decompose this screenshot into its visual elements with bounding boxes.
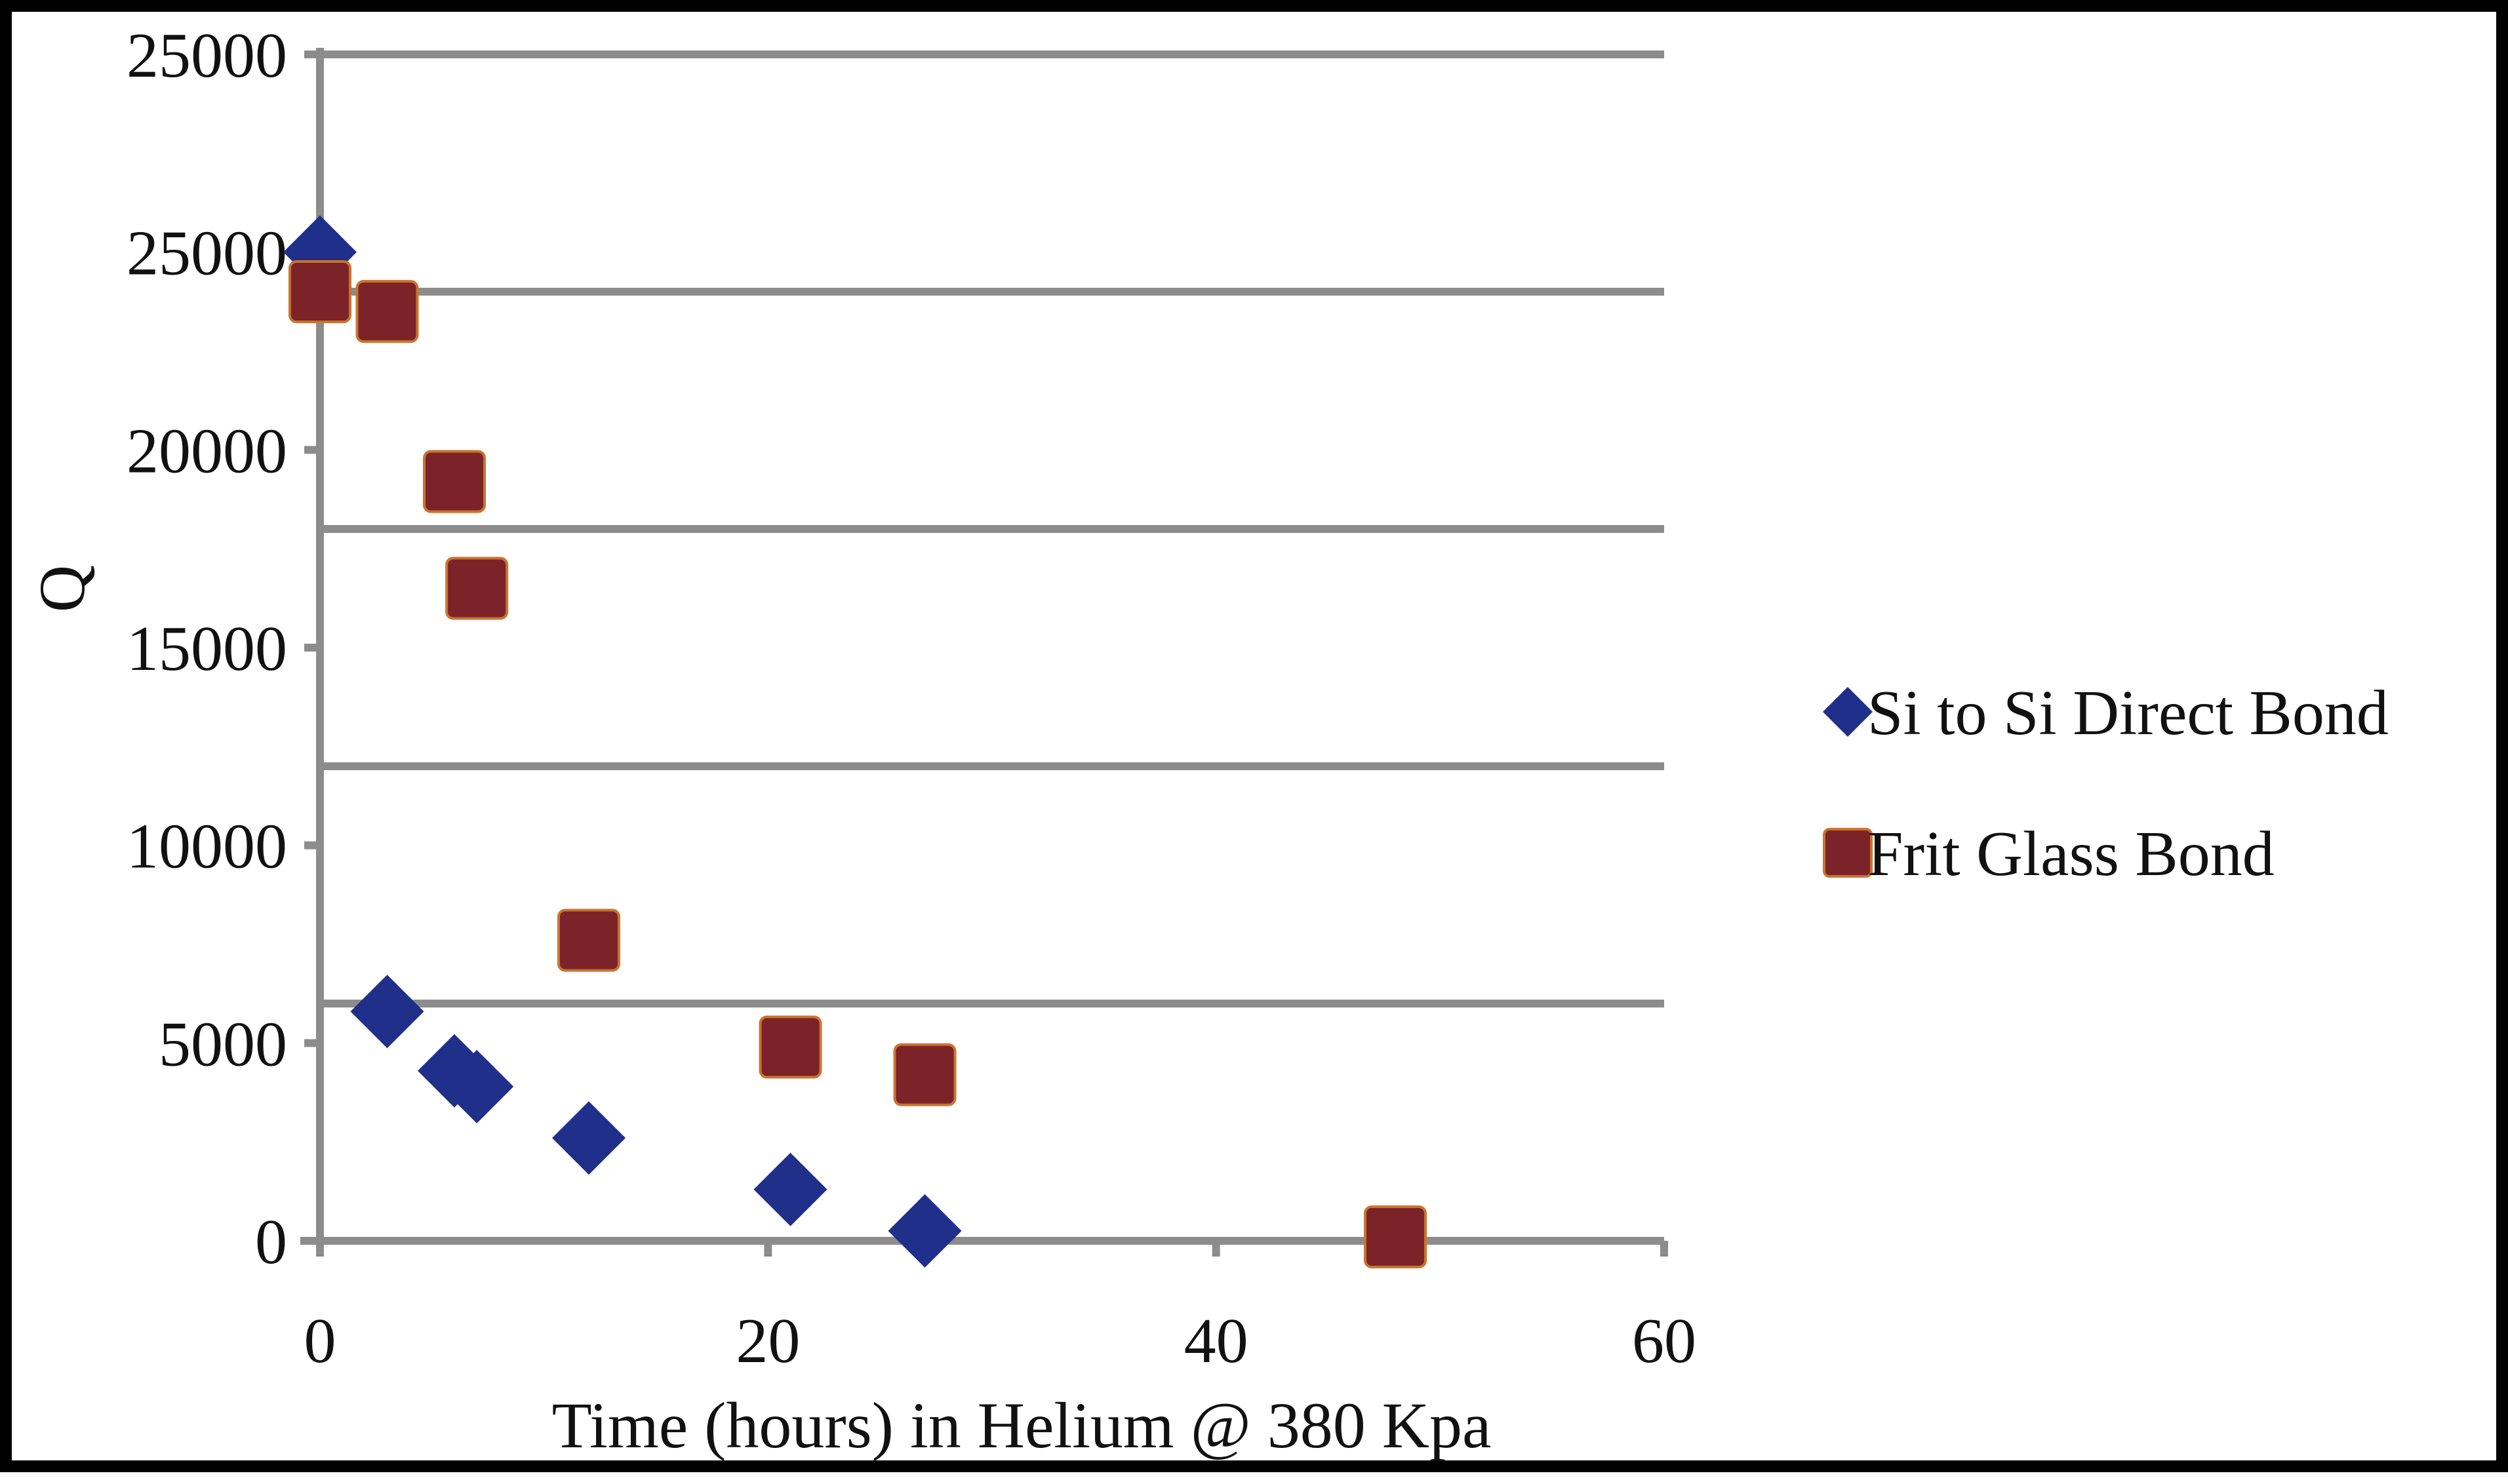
legend-item: Frit Glass Bond (1823, 819, 2275, 889)
y-tick-label: 10000 (127, 811, 287, 882)
point-square (423, 450, 486, 513)
axes (300, 48, 1668, 1257)
y-tick-label: 25000 (127, 218, 287, 289)
point-diamond (350, 975, 424, 1049)
point-diamond (552, 1101, 626, 1175)
point-square (759, 1015, 822, 1079)
legend-marker-diamond (1823, 687, 1873, 737)
legend-item: Si to Si Direct Bond (1823, 678, 2389, 749)
point-square (355, 280, 419, 343)
x-tick-label: 40 (1184, 1306, 1248, 1377)
point-diamond (753, 1152, 827, 1226)
legend-label: Frit Glass Bond (1867, 819, 2275, 889)
x-tick-label: 20 (736, 1306, 800, 1377)
x-tick-label: 60 (1632, 1306, 1696, 1377)
legend-label: Si to Si Direct Bond (1867, 678, 2389, 749)
data-points (283, 215, 1427, 1268)
y-tick-label: 15000 (127, 614, 287, 684)
point-square (557, 908, 620, 972)
y-axis-title: Q (26, 565, 98, 612)
y-tick-label: 20000 (127, 416, 287, 486)
point-square (1364, 1205, 1427, 1268)
series-1 (283, 215, 962, 1268)
point-square (445, 556, 509, 620)
point-diamond (888, 1194, 962, 1268)
series-2 (289, 260, 1427, 1268)
gridlines (320, 50, 1664, 1245)
legend: Si to Si Direct Bond Frit Glass Bond (1823, 678, 2389, 889)
y-tick-label: 5000 (159, 1009, 287, 1080)
y-tick-label: 25000 (127, 20, 287, 91)
legend-marker-square (1823, 828, 1873, 878)
scatter-chart: 0 20 40 60 0 5000 10000 15000 20000 25000 25000 Ti… (26, 20, 2389, 1462)
point-diamond (440, 1049, 514, 1123)
x-tick-label: 0 (304, 1306, 336, 1377)
point-square (289, 260, 351, 323)
x-axis-title: Time (hours) in Helium @ 380 Kpa (552, 1389, 1492, 1462)
y-tick-label: 0 (255, 1207, 287, 1278)
tick-labels: 0 20 40 60 0 5000 10000 15000 20000 25000 25000 (127, 20, 1696, 1377)
point-square (893, 1043, 957, 1106)
